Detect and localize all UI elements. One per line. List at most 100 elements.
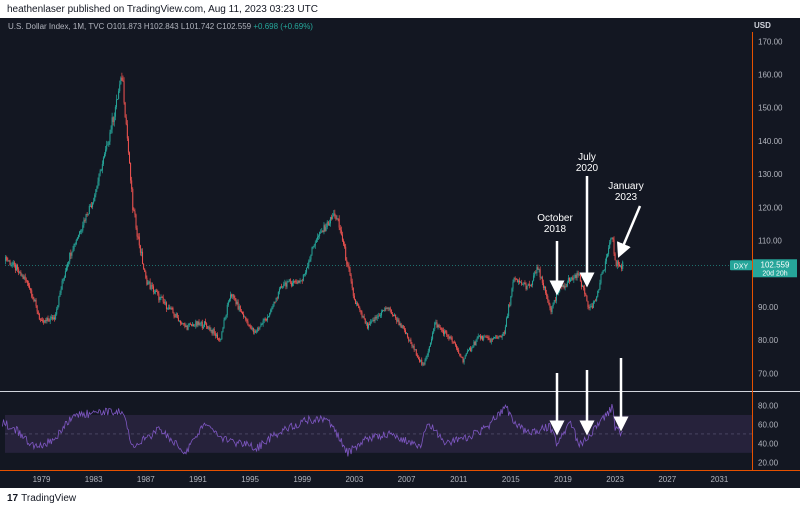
candle-body <box>113 116 115 123</box>
candle-body <box>252 327 254 333</box>
candle-body <box>112 117 114 123</box>
candle-body <box>236 301 238 305</box>
candle-body <box>101 163 103 171</box>
candle-body <box>71 252 73 256</box>
candle-body <box>183 323 185 325</box>
candle-body <box>126 124 128 139</box>
candle-body <box>579 274 581 282</box>
candle-body <box>427 351 429 356</box>
candle-body <box>530 284 532 286</box>
candle-body <box>94 194 96 202</box>
price-tick-label: 70.00 <box>758 369 779 378</box>
chart-canvas[interactable]: 70.0080.0090.00100.00110.00120.00130.001… <box>0 18 800 488</box>
candle-body <box>245 316 247 320</box>
candle-body <box>370 321 372 325</box>
candle-body <box>161 297 163 298</box>
candle-body <box>70 252 72 256</box>
candle-body <box>127 138 129 153</box>
candle-body <box>422 363 424 365</box>
candle-body <box>184 324 186 327</box>
candle-body <box>257 328 259 332</box>
candle-body <box>176 313 178 318</box>
candle-body <box>448 336 450 339</box>
candle-body <box>55 314 57 320</box>
candle-body <box>555 293 557 301</box>
price-tick-label: 150.00 <box>758 104 783 113</box>
candle-body <box>456 345 458 349</box>
candle-body <box>259 326 261 329</box>
candle-body <box>232 294 234 297</box>
candle-body <box>140 251 142 253</box>
candle-body <box>48 320 50 322</box>
candle-body <box>335 215 337 220</box>
currency-label[interactable]: USD <box>754 21 771 30</box>
candle-body <box>181 323 183 325</box>
candle-body <box>400 323 402 328</box>
candle-body <box>544 286 545 288</box>
candle-body <box>41 319 43 321</box>
candle-body <box>469 347 471 350</box>
candle-body <box>125 117 127 125</box>
candle-body <box>340 230 342 235</box>
candle-body <box>251 327 253 330</box>
candle-body <box>403 328 405 331</box>
candle-body <box>414 349 416 351</box>
candle-body <box>479 335 481 339</box>
candle-body <box>52 317 54 319</box>
candle-body <box>325 227 327 231</box>
candle-body <box>261 324 263 325</box>
candle-body <box>136 228 138 237</box>
candle-body <box>322 231 324 233</box>
candle-body <box>502 332 504 337</box>
candle-body <box>616 261 618 266</box>
candle-body <box>595 300 597 302</box>
tradingview-logo[interactable]: 17 TradingView <box>7 493 76 504</box>
candle-body <box>227 301 229 305</box>
price-tick-label: 90.00 <box>758 303 779 312</box>
price-badge-ticker: DXY <box>734 263 749 270</box>
candle-body <box>580 281 582 287</box>
candle-body <box>175 313 177 317</box>
candle-body <box>212 329 214 334</box>
candle-body <box>513 278 515 282</box>
time-tick-label: 1987 <box>137 475 155 484</box>
candle-body <box>149 281 151 289</box>
candle-body <box>510 296 512 305</box>
price-tick-label: 110.00 <box>758 237 782 246</box>
candle-body <box>5 257 7 261</box>
candle-body <box>287 281 289 283</box>
candle-body <box>537 267 539 270</box>
candle-body <box>484 336 486 338</box>
candle-body <box>79 231 81 235</box>
candle-body <box>30 288 32 291</box>
candle-body <box>104 153 106 158</box>
candle-body <box>378 315 380 317</box>
annotation-label: October <box>537 213 573 224</box>
candle-body <box>591 306 593 308</box>
candle-body <box>483 336 485 340</box>
candle-body <box>164 302 166 304</box>
time-tick-label: 2027 <box>658 475 676 484</box>
price-badge-value: 102.559 <box>761 260 790 269</box>
candle-body <box>461 357 463 359</box>
candle-body <box>521 281 523 285</box>
candle-body <box>570 279 572 282</box>
candle-body <box>270 309 272 313</box>
candle-body <box>617 261 619 265</box>
candle-body <box>444 331 446 335</box>
candle-body <box>554 300 556 301</box>
candle-body <box>332 216 334 219</box>
candle-body <box>354 299 356 305</box>
candle-body <box>192 324 194 326</box>
candle-body <box>81 230 83 232</box>
candle-body <box>407 333 409 338</box>
candle-body <box>396 318 398 322</box>
candle-body <box>547 296 549 300</box>
chart-area[interactable]: 70.0080.0090.00100.00110.00120.00130.001… <box>0 18 800 488</box>
candle-body <box>446 331 448 336</box>
candle-body <box>347 264 349 266</box>
candle-body <box>602 270 604 273</box>
candle-body <box>603 269 605 271</box>
candle-body <box>454 343 456 346</box>
